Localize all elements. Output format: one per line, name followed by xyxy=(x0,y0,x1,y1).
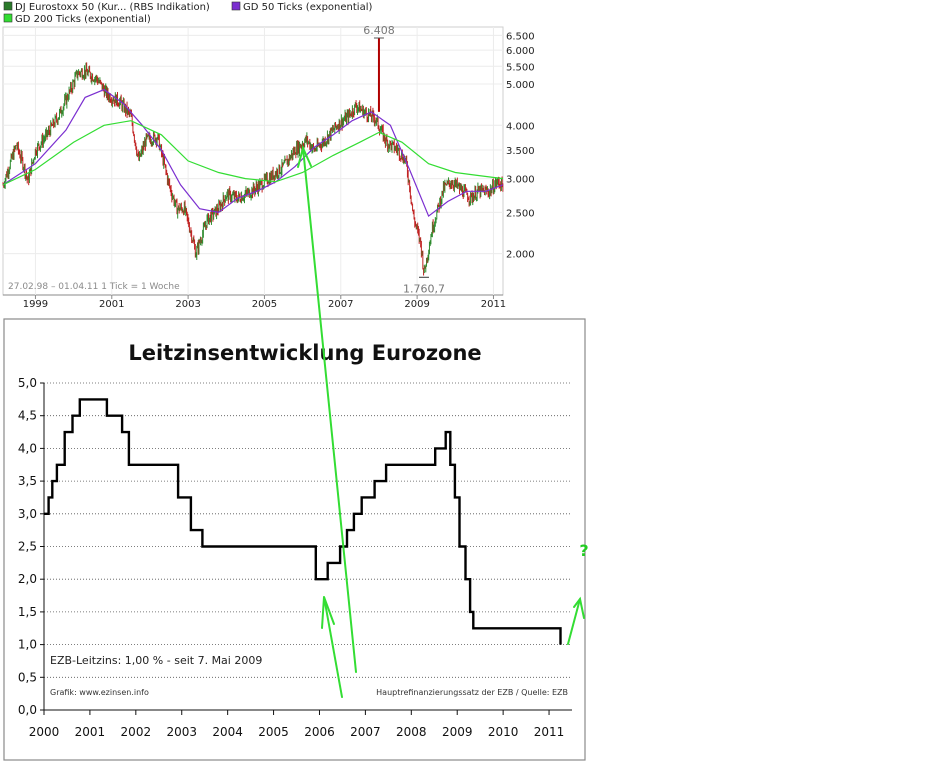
rate-y-tick-label: 2,0 xyxy=(18,572,37,586)
low-label: 1.760,7 xyxy=(403,282,445,295)
stock-series-lines xyxy=(2,88,504,218)
rate-x-tick-label: 2003 xyxy=(166,725,197,739)
annotation-arrow-future-head xyxy=(573,596,585,619)
rate-x-tick-label: 2006 xyxy=(304,725,335,739)
stock-x-tick-label: 2005 xyxy=(252,299,277,310)
rate-x-tick-label: 2005 xyxy=(258,725,289,739)
stock-series-gd200 xyxy=(2,120,504,186)
rate-x-tick-label: 2011 xyxy=(534,725,565,739)
stock-y-tick-label: 3.500 xyxy=(506,146,535,157)
rate-y-tick-label: 1,5 xyxy=(18,605,37,619)
stock-x-ticks: 1999 2001 2003 2005 2007 2009 2011 xyxy=(23,295,506,310)
rate-chart-title: Leitzinsentwicklung Eurozone xyxy=(128,341,481,365)
rate-step-line xyxy=(44,398,562,645)
rate-y-tick-label: 4,0 xyxy=(18,441,37,455)
rate-x-tick-label: 2008 xyxy=(396,725,427,739)
legend-label-gd200: GD 200 Ticks (exponential) xyxy=(15,14,151,25)
stock-footnote: 27.02.98 – 01.04.11 1 Tick = 1 Woche xyxy=(8,282,180,292)
rate-x-tick-label: 2004 xyxy=(212,725,243,739)
high-label: 6.408 xyxy=(363,24,395,37)
stock-x-tick-label: 2011 xyxy=(481,299,506,310)
rate-y-tick-label: 1,0 xyxy=(18,638,37,652)
stock-x-tick-label: 1999 xyxy=(23,299,48,310)
stock-x-tick-label: 2003 xyxy=(175,299,200,310)
rate-y-tick-label: 4,5 xyxy=(18,409,37,423)
rate-y-ticks: 0,0 0,5 1,0 1,5 2,0 2,5 3,0 3,5 4,0 4,5 5,0 xyxy=(18,376,44,717)
rate-x-tick-label: 2000 xyxy=(29,725,60,739)
rate-y-tick-label: 0,5 xyxy=(18,670,37,684)
rate-y-tick-label: 5,0 xyxy=(18,376,37,390)
stock-x-tick-label: 2001 xyxy=(99,299,124,310)
rate-x-ticks: 2000 2001 2002 2003 2004 2005 2006 2007 2008 2009… xyxy=(29,710,565,739)
rate-x-tick-label: 2010 xyxy=(488,725,519,739)
rate-x-tick-label: 2009 xyxy=(442,725,473,739)
annotation-arrow-future xyxy=(567,598,581,645)
rate-y-tick-label: 2,5 xyxy=(18,540,37,554)
legend-label-stock: DJ Eurostoxx 50 (Kur... (RBS Indikation) xyxy=(15,2,210,13)
rate-y-tick-label: 0,0 xyxy=(18,703,37,717)
stock-x-tick-label: 2007 xyxy=(328,299,353,310)
legend-swatch-stock xyxy=(3,1,13,11)
rate-credit: Grafik: www.ezinsen.info xyxy=(50,688,149,697)
stock-y-tick-label: 6.500 xyxy=(506,31,535,42)
stock-y-ticks: 6.500 6.000 5.500 5.000 4.000 3.500 3.000 2.500… xyxy=(506,31,535,260)
legend-label-gd50: GD 50 Ticks (exponential) xyxy=(243,2,372,13)
stock-y-tick-label: 5.500 xyxy=(506,62,535,73)
annotation-arrow-long xyxy=(302,147,357,673)
rate-y-tick-label: 3,0 xyxy=(18,507,37,521)
stock-x-tick-label: 2009 xyxy=(404,299,429,310)
stock-y-tick-label: 5.000 xyxy=(506,80,535,91)
rate-chart: Leitzinsentwicklung Eurozone 0,0 0,5 1,0 1,… xyxy=(3,318,586,761)
stock-price-bars xyxy=(2,62,504,276)
stock-series-gd50 xyxy=(2,88,504,218)
rate-chart-frame xyxy=(3,318,586,761)
annotation-arrow-short-head xyxy=(321,596,335,629)
stock-chart: DJ Eurostoxx 50 (Kur... (RBS Indikation)… xyxy=(2,1,535,310)
stock-gridlines xyxy=(3,27,503,295)
annotation-arrows xyxy=(297,144,585,698)
rate-x-tick-label: 2001 xyxy=(75,725,106,739)
rate-x-tick-label: 2007 xyxy=(350,725,381,739)
rate-source: Hauptrefinanzierungssatz der EZB / Quell… xyxy=(376,688,568,697)
stock-y-tick-label: 2.500 xyxy=(506,208,535,219)
stock-y-tick-label: 2.000 xyxy=(506,250,535,261)
annotation-arrow-long-head xyxy=(297,144,312,168)
stock-y-tick-label: 3.000 xyxy=(506,175,535,186)
legend-swatch-gd200 xyxy=(3,13,13,23)
future-question-mark: ? xyxy=(579,541,588,560)
stock-y-tick-label: 6.000 xyxy=(506,46,535,57)
legend-swatch-gd50 xyxy=(231,1,241,11)
rate-note: EZB-Leitzins: 1,00 % - seit 7. Mai 2009 xyxy=(50,654,262,667)
annotation-arrow-short xyxy=(323,596,343,698)
rate-y-tick-label: 3,5 xyxy=(18,474,37,488)
rate-x-tick-label: 2002 xyxy=(121,725,152,739)
stock-y-tick-label: 4.000 xyxy=(506,121,535,132)
